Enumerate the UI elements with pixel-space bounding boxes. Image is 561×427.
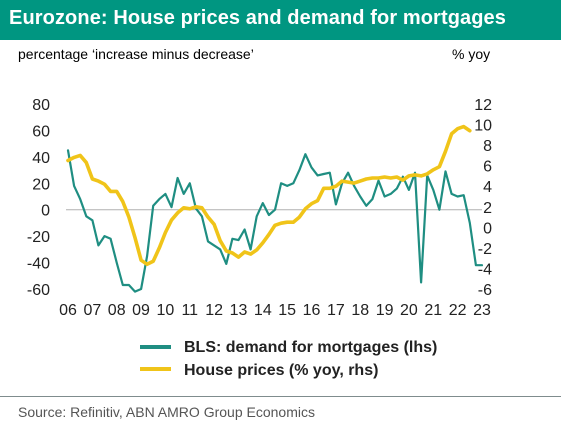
footer-divider	[0, 396, 561, 397]
x-tick-label: 16	[303, 302, 321, 319]
right-axis-unit-label: % yoy	[452, 46, 491, 62]
chart-title: Eurozone: House prices and demand for mo…	[9, 7, 507, 29]
left-tick-label: -20	[27, 229, 50, 246]
right-tick-label: 8	[483, 138, 492, 155]
left-axis-ticks: 80 60 40 20 0 -20 -40 -60	[27, 97, 50, 299]
series-line-bls	[66, 149, 484, 293]
x-tick-label: 17	[327, 302, 345, 319]
left-tick-label: 40	[32, 150, 50, 167]
left-tick-label: 80	[32, 97, 50, 114]
x-tick-label: 14	[254, 302, 272, 319]
x-tick-label: 15	[278, 302, 296, 319]
legend-label-house-prices: House prices (% yoy, rhs)	[184, 362, 378, 379]
left-tick-label: 0	[41, 203, 50, 220]
right-axis-ticks: 12 10 8 6 4 2 0 -2 -4 -6	[474, 97, 492, 299]
right-tick-label: 10	[474, 118, 492, 135]
right-tick-label: 12	[474, 97, 492, 114]
x-tick-label: 23	[473, 302, 491, 319]
x-axis-ticks: 06 07 08 09 10 11 12 13 14 15 16 17 18 19 20 21 22 23	[59, 302, 491, 319]
source-note: Source: Refinitiv, ABN AMRO Group Econom…	[18, 404, 315, 420]
x-tick-label: 19	[376, 302, 394, 319]
left-tick-label: -40	[27, 256, 50, 273]
left-tick-label: 60	[32, 123, 50, 140]
right-tick-label: 6	[483, 159, 492, 176]
x-tick-label: 12	[205, 302, 223, 319]
x-tick-label: 18	[351, 302, 369, 319]
left-tick-label: -60	[27, 282, 50, 299]
left-tick-label: 20	[32, 176, 50, 193]
right-tick-label: -2	[478, 241, 492, 258]
right-tick-label: -6	[478, 282, 492, 299]
right-tick-label: -4	[478, 261, 492, 278]
right-tick-label: 2	[483, 200, 492, 217]
x-tick-label: 21	[424, 302, 442, 319]
x-tick-label: 13	[230, 302, 248, 319]
x-tick-label: 22	[449, 302, 467, 319]
x-tick-label: 20	[400, 302, 418, 319]
x-tick-label: 07	[83, 302, 101, 319]
series-layer	[66, 124, 484, 293]
x-tick-label: 08	[108, 302, 126, 319]
left-axis-unit-label: percentage ‘increase minus decrease’	[18, 46, 254, 62]
title-bar: Eurozone: House prices and demand for mo…	[0, 0, 561, 40]
x-tick-label: 06	[59, 302, 77, 319]
right-tick-label: 0	[483, 220, 492, 237]
series-line-house-prices	[66, 124, 472, 267]
x-tick-label: 10	[157, 302, 175, 319]
legend-label-bls: BLS: demand for mortgages (lhs)	[184, 339, 437, 356]
right-tick-label: 4	[483, 179, 492, 196]
x-tick-label: 11	[181, 302, 198, 319]
x-tick-label: 09	[132, 302, 150, 319]
legend: BLS: demand for mortgages (lhs) House pr…	[140, 339, 437, 379]
